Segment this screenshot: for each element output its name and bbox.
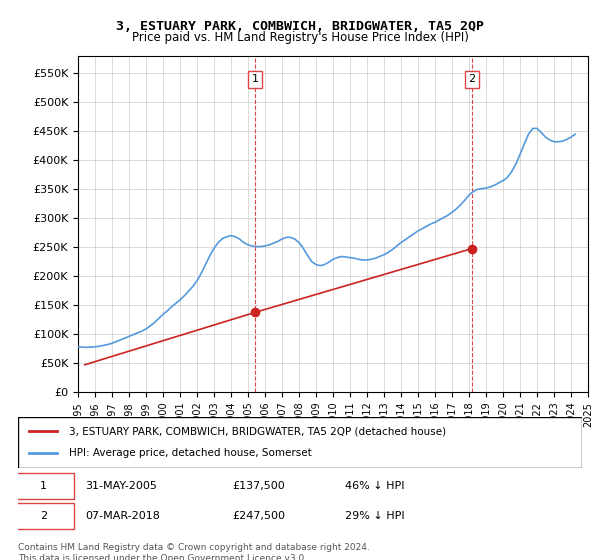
FancyBboxPatch shape (13, 473, 74, 500)
Text: Price paid vs. HM Land Registry's House Price Index (HPI): Price paid vs. HM Land Registry's House … (131, 31, 469, 44)
Text: 31-MAY-2005: 31-MAY-2005 (86, 482, 158, 492)
Text: 2: 2 (469, 74, 475, 84)
Text: Contains HM Land Registry data © Crown copyright and database right 2024.
This d: Contains HM Land Registry data © Crown c… (18, 543, 370, 560)
Text: 3, ESTUARY PARK, COMBWICH, BRIDGWATER, TA5 2QP: 3, ESTUARY PARK, COMBWICH, BRIDGWATER, T… (116, 20, 484, 32)
Text: £137,500: £137,500 (232, 482, 285, 492)
FancyBboxPatch shape (13, 503, 74, 529)
Text: 46% ↓ HPI: 46% ↓ HPI (345, 482, 404, 492)
Text: 2: 2 (40, 511, 47, 521)
Text: 1: 1 (251, 74, 259, 84)
Text: 29% ↓ HPI: 29% ↓ HPI (345, 511, 405, 521)
FancyBboxPatch shape (18, 417, 582, 468)
Text: HPI: Average price, detached house, Somerset: HPI: Average price, detached house, Some… (69, 449, 311, 459)
Text: £247,500: £247,500 (232, 511, 286, 521)
Text: 3, ESTUARY PARK, COMBWICH, BRIDGWATER, TA5 2QP (detached house): 3, ESTUARY PARK, COMBWICH, BRIDGWATER, T… (69, 426, 446, 436)
Text: 1: 1 (40, 482, 47, 492)
Text: 07-MAR-2018: 07-MAR-2018 (86, 511, 161, 521)
